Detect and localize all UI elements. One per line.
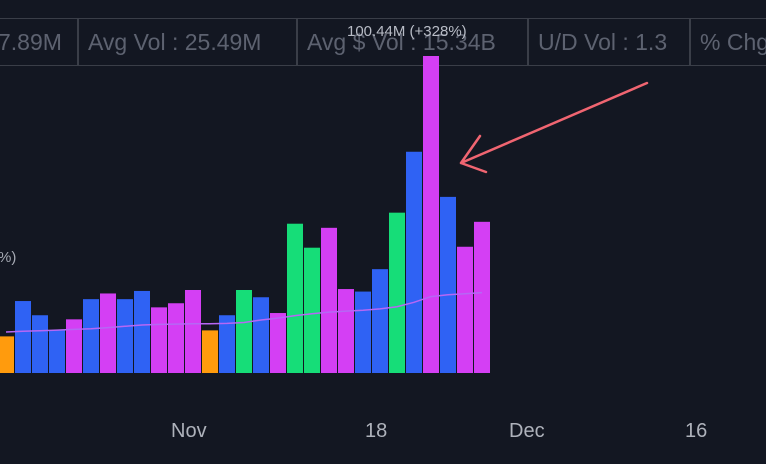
volume-bar (83, 299, 99, 373)
volume-bar (270, 313, 286, 373)
volume-bar (440, 196, 456, 373)
volume-bar (66, 319, 82, 373)
volume-bar (117, 299, 133, 373)
stat-cell-avg-dollar-vol: Avg $ Vol : 15.34B (298, 19, 529, 65)
volume-bar (185, 289, 201, 373)
volume-bar (423, 56, 439, 373)
volume-bar (49, 330, 65, 373)
stats-bar: 7.89M Avg Vol : 25.49M Avg $ Vol : 15.34… (0, 18, 766, 66)
volume-bar (15, 301, 31, 373)
stat-cell-ud-vol: U/D Vol : 1.3 (529, 19, 691, 65)
x-tick-label: Nov (171, 420, 207, 442)
volume-bar (355, 291, 371, 373)
volume-bar (287, 223, 303, 373)
volume-bar (32, 315, 48, 373)
stat-cell-pct-chg: % Chg (700, 29, 766, 55)
volume-bar (457, 246, 473, 373)
volume-bar (236, 289, 252, 373)
volume-bar (202, 330, 218, 373)
volume-bar (0, 336, 14, 373)
x-tick-label: Dec (509, 420, 545, 442)
volume-bar (304, 247, 320, 373)
volume-bar (406, 151, 422, 373)
x-tick-label: 18 (365, 420, 388, 442)
volume-bar (321, 227, 337, 373)
average-volume-line (5, 291, 483, 333)
annotation-arrow (459, 81, 649, 174)
volume-bar (219, 315, 235, 373)
volume-bar (168, 303, 184, 373)
partial-label-left: %) (0, 249, 17, 266)
volume-bar (338, 289, 354, 373)
volume-bar (389, 212, 405, 373)
stat-cell-avg-vol: Avg Vol : 25.49M (79, 19, 298, 65)
x-tick-label: 16 (685, 420, 708, 442)
stat-cell-volume: 7.89M (0, 19, 79, 65)
volume-bar (253, 297, 269, 373)
volume-bar (100, 293, 116, 373)
volume-bar (134, 290, 150, 373)
volume-bar (151, 307, 167, 373)
volume-bar (372, 269, 388, 373)
volume-bar (474, 221, 490, 373)
peak-volume-label: 100.44M (+328%) (347, 23, 467, 40)
